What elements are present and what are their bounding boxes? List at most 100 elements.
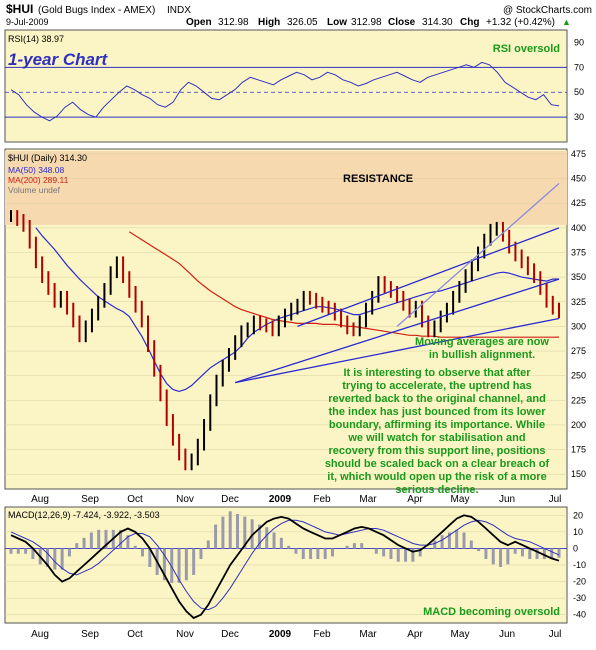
month-label: 2009 — [269, 494, 292, 505]
chart-title: 1-year Chart — [8, 50, 109, 69]
month-label: Dec — [221, 494, 239, 505]
macd-histogram-bar — [221, 516, 225, 549]
macd-histogram-bar — [513, 548, 517, 554]
macd-histogram-bar — [24, 548, 28, 554]
rsi-legend: RSI(14) 38.97 — [8, 34, 64, 44]
macd-tick-label: -30 — [573, 593, 586, 603]
macd-histogram-bar — [535, 548, 539, 560]
price-tick-label: 375 — [571, 247, 586, 257]
macd-histogram-bar — [279, 537, 283, 549]
macd-histogram-bar — [352, 543, 356, 549]
macd-histogram-bar — [491, 548, 495, 565]
macd-histogram-bar — [257, 524, 261, 549]
quote-date: 9-Jul-2009 — [6, 17, 49, 27]
month-label: Sep — [81, 629, 99, 640]
channel-inner-line — [234, 278, 560, 384]
month-label: Apr — [407, 494, 423, 505]
month-label: Oct — [127, 629, 143, 640]
macd-histogram-bar — [148, 548, 152, 567]
macd-histogram-bar — [345, 545, 349, 549]
month-label: Sep — [81, 494, 99, 505]
macd-tick-label: -10 — [573, 560, 586, 570]
macd-histogram-bar — [97, 529, 101, 549]
macd-histogram-bar — [301, 548, 305, 560]
month-label: Oct — [127, 494, 143, 505]
macd-histogram-bar — [557, 548, 561, 558]
macd-histogram-bar — [228, 511, 232, 549]
macd-histogram-bar — [243, 516, 247, 549]
volume-legend: Volume undef — [8, 185, 61, 195]
price-tick-label: 275 — [571, 346, 586, 356]
month-label: Dec — [221, 629, 239, 640]
macd-histogram-bar — [287, 545, 291, 549]
chg-label: Chg — [460, 17, 479, 28]
rsi-annotation: RSI oversold — [493, 43, 560, 55]
channel-annotation: It is interesting to observe that after t… — [325, 367, 550, 496]
macd-tick-label: 10 — [573, 527, 583, 537]
macd-histogram-bar — [506, 548, 510, 565]
macd-histogram-bar — [177, 548, 181, 583]
open-value: 312.98 — [218, 17, 249, 28]
macd-histogram-bar — [520, 548, 524, 557]
macd-histogram-bar — [104, 529, 108, 549]
channel-lower-line — [235, 317, 560, 384]
price-tick-label: 175 — [571, 445, 586, 455]
price-gridlines — [5, 153, 567, 475]
macd-histogram-bar — [360, 543, 364, 549]
macd-panel: 20 10 0 -10 -20 -30 -40 Aug Sep Oct Nov Dec 2009 Feb… — [4, 506, 586, 640]
macd-legend: MACD(12,26,9) -7.424, -3.922, -3.503 — [8, 510, 160, 520]
macd-histogram-bar — [484, 548, 488, 560]
channel-upper-line — [297, 227, 560, 327]
macd-histogram-bar — [236, 513, 240, 549]
macd-histogram-bar — [192, 548, 196, 575]
chg-value: +1.32 (+0.42%) — [486, 17, 555, 28]
macd-histogram-bar — [389, 548, 393, 560]
rsi-panel: 90 70 50 30 RSI(14) 38.97 1-year Chart RSI … — [4, 29, 584, 143]
price-tick-label: 225 — [571, 395, 586, 405]
macd-axis: 20 10 0 -10 -20 -30 -40 — [573, 510, 586, 619]
macd-tick-label: 20 — [573, 510, 583, 520]
macd-histogram-bar — [440, 535, 444, 549]
price-legend: $HUI (Daily) 314.30 — [8, 153, 87, 163]
macd-histogram-bar — [170, 548, 174, 583]
macd-histogram-bar — [542, 548, 546, 560]
price-tick-label: 250 — [571, 371, 586, 381]
macd-histogram-bar — [374, 548, 378, 554]
macd-histogram-bar — [294, 548, 298, 554]
macd-histogram-bar — [477, 548, 481, 552]
macd-histogram-bar — [133, 545, 137, 549]
macd-histogram-bar — [9, 548, 13, 554]
month-label: Nov — [176, 629, 194, 640]
macd-histogram-bar — [323, 548, 327, 560]
month-label: Mar — [359, 494, 377, 505]
close-label: Close — [388, 17, 416, 28]
price-bars — [10, 210, 560, 471]
ma-annotation: Moving averages are now in bullish alignm… — [415, 336, 549, 361]
rsi-axis: 90 70 50 30 — [574, 37, 584, 122]
copyright: @ StockCharts.com — [503, 5, 592, 16]
macd-histogram-bar — [411, 548, 415, 562]
low-label: Low — [327, 17, 347, 28]
macd-histogram-bar — [89, 532, 93, 549]
trend-channel — [234, 183, 560, 384]
macd-histogram-bar — [330, 548, 334, 557]
price-tick-label: 300 — [571, 321, 586, 331]
macd-tick-label: -40 — [573, 610, 586, 620]
rsi-tick-label: 30 — [574, 112, 584, 122]
chg-up-arrow-icon: ▲ — [562, 17, 571, 27]
price-tick-label: 450 — [571, 174, 586, 184]
macd-tick-label: -20 — [573, 577, 586, 587]
macd-histogram-bar — [404, 548, 408, 562]
close-value: 314.30 — [422, 17, 453, 28]
macd-histogram-bar — [272, 532, 276, 549]
price-tick-label: 475 — [571, 149, 586, 159]
price-tick-label: 200 — [571, 420, 586, 430]
month-label: Nov — [176, 494, 194, 505]
ma200-line — [128, 231, 560, 338]
open-label: Open — [186, 17, 212, 28]
rsi-line — [10, 61, 560, 122]
symbol: $HUI — [6, 2, 33, 16]
macd-tick-label: 0 — [573, 543, 578, 553]
macd-histogram-bar — [184, 548, 188, 581]
